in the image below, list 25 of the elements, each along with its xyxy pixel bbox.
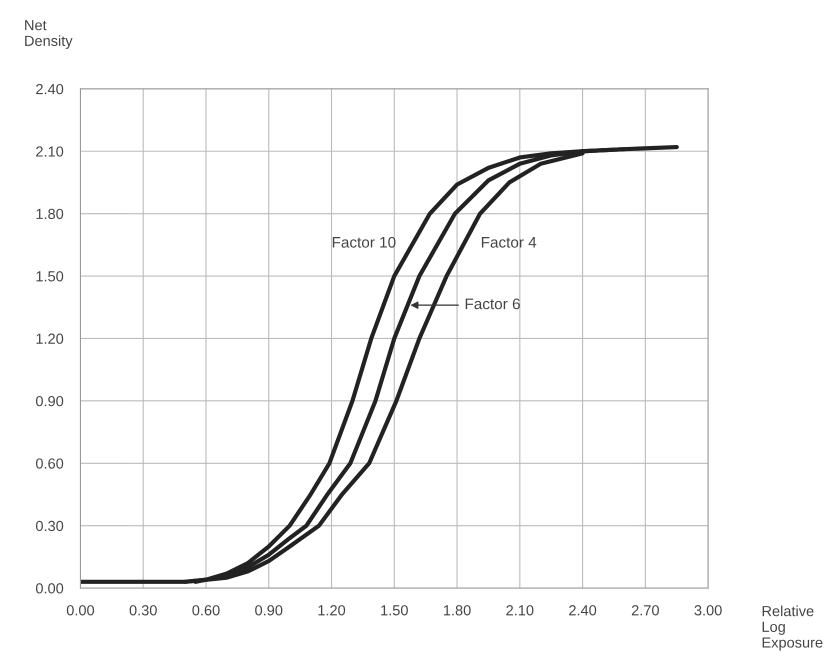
y-axis-title: Net Density: [25, 20, 73, 49]
x-tick-label: 0.30: [130, 605, 157, 616]
y-tick-label: 2.10: [36, 146, 64, 157]
y-tick-label: 0.00: [36, 583, 64, 594]
y-tick-label: 1.50: [36, 271, 64, 282]
x-tick-label: 0.90: [255, 605, 282, 616]
y-tick-label: 0.90: [36, 396, 64, 406]
y-tick-label: 1.20: [36, 334, 64, 344]
y-tick-label: 0.30: [36, 520, 64, 532]
x-tick-label: 2.40: [569, 605, 596, 616]
x-axis-title: Relative Log Exposure: [762, 606, 822, 651]
y-tick-label: 2.40: [36, 84, 64, 94]
x-tick-label: 1.50: [381, 605, 408, 616]
annotation: Factor 6: [466, 298, 520, 310]
x-tick-label: 1.20: [318, 605, 346, 616]
series-label: Factor 4: [482, 237, 536, 248]
x-tick-label: 2.10: [506, 605, 534, 616]
y-tick-label: 0.60: [36, 458, 64, 469]
x-tick-label: 2.70: [632, 605, 659, 616]
y-tick-label: 1.80: [36, 208, 64, 220]
x-tick-label: 0.60: [192, 605, 220, 616]
x-tick-label: 1.80: [444, 605, 471, 616]
series-label: Factor 10: [332, 236, 396, 248]
x-tick-label: 0.00: [66, 605, 94, 616]
x-tick-label: 3.00: [694, 605, 722, 616]
